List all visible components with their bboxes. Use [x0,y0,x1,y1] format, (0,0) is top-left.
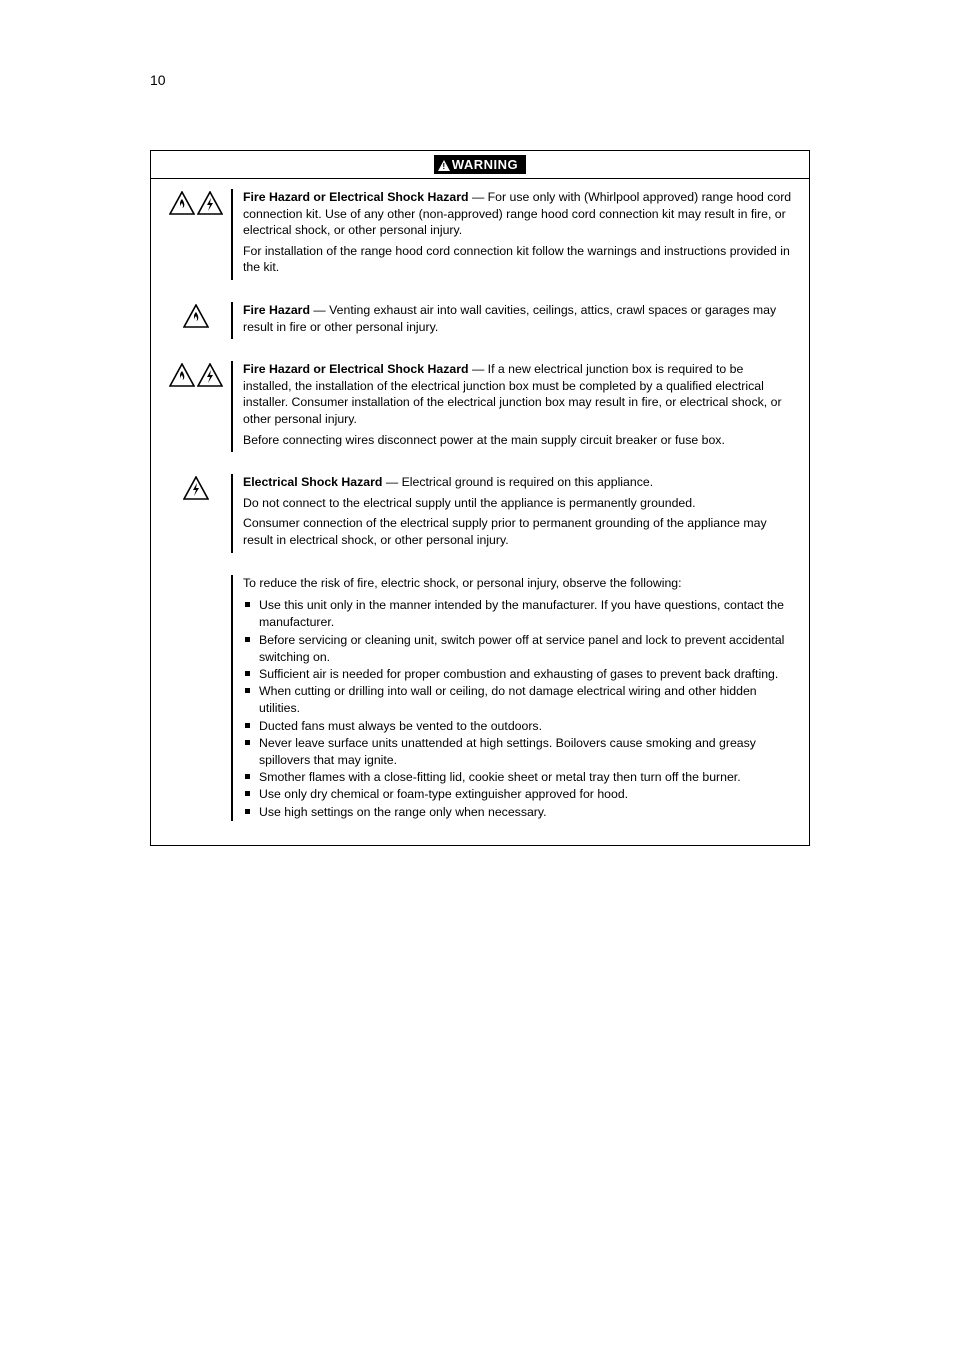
fire-icon [169,363,195,392]
warning-body-line: Electrical ground is required on this ap… [402,475,654,489]
warning-lead: Fire Hazard [243,303,310,317]
warning-pre-text: To reduce the risk of fire, electric sho… [243,575,795,592]
warning-bullet-list: Use this unit only in the manner intende… [243,597,795,821]
divider [231,189,233,280]
warning-bullet: Use only dry chemical or foam-type extin… [245,786,795,803]
warning-box: ! WARNING [150,150,810,846]
warning-badge: ! WARNING [434,155,526,174]
warning-lead: Fire Hazard or Electrical Shock Hazard [243,190,469,204]
warning-body-line: Venting exhaust air into wall cavities, … [243,303,776,334]
divider [231,361,233,452]
warning-bullet: Before servicing or cleaning unit, switc… [245,632,795,666]
icon-column [165,302,227,339]
warning-bullet: Use this unit only in the manner intende… [245,597,795,631]
warning-bullet: Smother flames with a close-fitting lid,… [245,769,795,786]
divider [231,575,233,821]
warning-item: Fire Hazard — Venting exhaust air into w… [165,302,795,339]
warning-lead: Fire Hazard or Electrical Shock Hazard [243,362,469,376]
warning-text: Electrical Shock Hazard — Electrical gro… [243,474,795,552]
warning-bullet: When cutting or drilling into wall or ce… [245,683,795,717]
icon-column [165,361,227,452]
svg-text:!: ! [442,161,445,171]
page-number: 10 [150,72,166,88]
warning-body: Fire Hazard or Electrical Shock Hazard —… [151,179,809,845]
warning-bullet: Use high settings on the range only when… [245,804,795,821]
warning-item: To reduce the risk of fire, electric sho… [165,575,795,821]
shock-icon [183,476,209,505]
warning-text: Fire Hazard or Electrical Shock Hazard —… [243,361,795,452]
icon-column [165,575,227,821]
warning-body-line: Before connecting wires disconnect power… [243,432,795,449]
warning-text: Fire Hazard — Venting exhaust air into w… [243,302,795,339]
divider [231,474,233,552]
warning-header: ! WARNING [151,151,809,179]
warning-item: Fire Hazard or Electrical Shock Hazard —… [165,361,795,452]
warning-bullet: Never leave surface units unattended at … [245,735,795,769]
shock-icon [197,191,223,220]
divider [231,302,233,339]
warning-item: Fire Hazard or Electrical Shock Hazard —… [165,189,795,280]
warning-item: Electrical Shock Hazard — Electrical gro… [165,474,795,552]
fire-icon [169,191,195,220]
warning-badge-text: WARNING [452,157,518,172]
warning-lead: Electrical Shock Hazard [243,475,382,489]
warning-bullet: Sufficient air is needed for proper comb… [245,666,795,683]
fire-icon [183,304,209,333]
warning-body-line: Consumer connection of the electrical su… [243,515,795,548]
warning-text: To reduce the risk of fire, electric sho… [243,575,795,821]
warning-body-line: Do not connect to the electrical supply … [243,495,795,512]
shock-icon [197,363,223,392]
icon-column [165,474,227,552]
warning-bullet: Ducted fans must always be vented to the… [245,718,795,735]
icon-column [165,189,227,280]
warning-body-line: For installation of the range hood cord … [243,243,795,276]
warning-text: Fire Hazard or Electrical Shock Hazard —… [243,189,795,280]
